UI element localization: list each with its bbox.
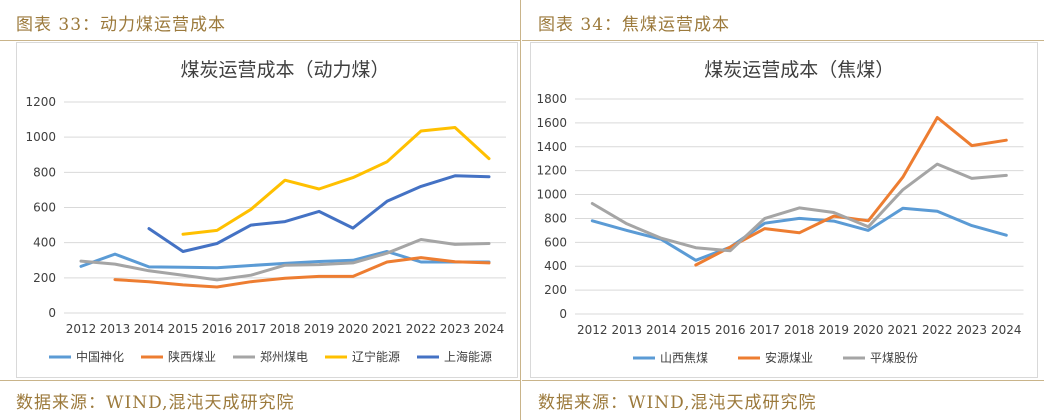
x-tick-label: 2019 bbox=[304, 322, 335, 336]
x-tick-label: 2021 bbox=[372, 322, 403, 336]
panel-divider bbox=[520, 0, 521, 420]
y-tick-label: 600 bbox=[544, 235, 567, 249]
top-rule bbox=[522, 40, 1044, 41]
x-tick-label: 2017 bbox=[236, 322, 267, 336]
legend-item: 中国神化 bbox=[49, 349, 124, 364]
legend-item: 上海能源 bbox=[417, 349, 492, 364]
legend-item: 陕西煤业 bbox=[141, 349, 216, 364]
x-tick-label: 2012 bbox=[66, 322, 97, 336]
legend-item: 安源煤业 bbox=[738, 350, 813, 365]
chart-title: 煤炭运营成本（动力煤） bbox=[180, 59, 389, 81]
right-panel: 图表 34：焦煤运营成本 煤炭运营成本（焦煤） 0 200 400 600 800 1000… bbox=[522, 0, 1044, 420]
y-tick-label: 800 bbox=[544, 211, 567, 225]
x-tick-label: 2013 bbox=[611, 323, 642, 337]
legend-label: 辽宁能源 bbox=[352, 349, 400, 364]
y-tick-label: 1400 bbox=[536, 140, 567, 154]
x-tick-label: 2018 bbox=[784, 323, 815, 337]
x-tick-label: 2024 bbox=[474, 322, 505, 336]
x-tick-label: 2023 bbox=[440, 322, 471, 336]
y-tick-label: 1000 bbox=[25, 130, 56, 144]
top-rule bbox=[0, 40, 520, 41]
y-tick-label: 1600 bbox=[536, 116, 567, 130]
x-tick-label: 2014 bbox=[646, 323, 677, 337]
chart-container: 煤炭运营成本（焦煤） 0 200 400 600 800 1000 1200 1400 1600 1… bbox=[530, 42, 1038, 378]
legend-item: 平煤股份 bbox=[843, 351, 918, 365]
x-tick-label: 2015 bbox=[680, 323, 711, 337]
legend-label: 山西焦煤 bbox=[660, 351, 708, 365]
x-tick-label: 2018 bbox=[270, 322, 301, 336]
x-tick-label: 2012 bbox=[577, 323, 608, 337]
legend-label: 郑州煤电 bbox=[260, 349, 308, 364]
source-note: 数据来源：WIND,混沌天成研究院 bbox=[16, 393, 295, 413]
y-tick-label: 200 bbox=[544, 283, 567, 297]
legend-label: 平煤股份 bbox=[870, 351, 918, 365]
x-tick-label: 2013 bbox=[100, 322, 131, 336]
x-tick-label: 2020 bbox=[338, 322, 369, 336]
y-tick-label: 1800 bbox=[536, 92, 567, 106]
x-tick-label: 2014 bbox=[134, 322, 165, 336]
figure-label: 图表 34：焦煤运营成本 bbox=[538, 15, 731, 35]
series-line bbox=[590, 162, 1008, 253]
x-tick-label: 2022 bbox=[406, 322, 437, 336]
x-tick-label: 2019 bbox=[818, 323, 849, 337]
legend-label: 安源煤业 bbox=[765, 350, 813, 365]
y-tick-label: 800 bbox=[33, 165, 56, 179]
y-tick-label: 600 bbox=[33, 201, 56, 215]
y-tick-label: 1000 bbox=[536, 188, 567, 202]
x-tick-label: 2016 bbox=[715, 323, 746, 337]
x-tick-label: 2023 bbox=[956, 323, 987, 337]
legend-item: 郑州煤电 bbox=[233, 349, 308, 364]
figure-label: 图表 33：动力煤运营成本 bbox=[16, 15, 227, 35]
y-tick-label: 400 bbox=[544, 259, 567, 273]
legend-label: 中国神化 bbox=[76, 349, 124, 364]
series-line bbox=[113, 256, 491, 289]
series-line bbox=[694, 116, 1008, 267]
left-panel: 图表 33：动力煤运营成本 煤炭运营成本（动力煤） 0 200 400 600 800 10… bbox=[0, 0, 520, 420]
source-note: 数据来源：WIND,混沌天成研究院 bbox=[538, 393, 817, 413]
y-tick-label: 1200 bbox=[25, 95, 56, 109]
x-tick-label: 2020 bbox=[853, 323, 884, 337]
series-line bbox=[79, 238, 491, 282]
chart-title: 煤炭运营成本（焦煤） bbox=[704, 59, 894, 81]
series-line bbox=[181, 126, 491, 236]
legend-label: 上海能源 bbox=[444, 349, 492, 364]
x-tick-label: 2024 bbox=[991, 323, 1022, 337]
x-tick-label: 2015 bbox=[168, 322, 199, 336]
series-line bbox=[79, 250, 491, 270]
legend-item: 山西焦煤 bbox=[633, 351, 708, 365]
series-line bbox=[147, 174, 491, 253]
x-tick-label: 2017 bbox=[749, 323, 780, 337]
x-tick-label: 2022 bbox=[922, 323, 953, 337]
bottom-rule bbox=[522, 380, 1044, 381]
bottom-rule bbox=[0, 380, 520, 381]
y-tick-label: 400 bbox=[33, 236, 56, 250]
y-tick-label: 0 bbox=[48, 306, 56, 320]
legend-item: 辽宁能源 bbox=[325, 349, 400, 364]
chart-container: 煤炭运营成本（动力煤） 0 200 400 600 800 1000 1200 2012 2013… bbox=[16, 42, 518, 378]
y-tick-label: 0 bbox=[559, 307, 567, 321]
y-tick-label: 200 bbox=[33, 271, 56, 285]
x-tick-label: 2021 bbox=[887, 323, 918, 337]
coking-coal-chart: 煤炭运营成本（焦煤） 0 200 400 600 800 1000 1200 1400 1600 1… bbox=[536, 59, 1024, 365]
x-tick-label: 2016 bbox=[202, 322, 233, 336]
legend-label: 陕西煤业 bbox=[168, 349, 216, 364]
power-coal-chart: 煤炭运营成本（动力煤） 0 200 400 600 800 1000 1200 2012 2013… bbox=[25, 59, 506, 364]
y-tick-label: 1200 bbox=[536, 164, 567, 178]
